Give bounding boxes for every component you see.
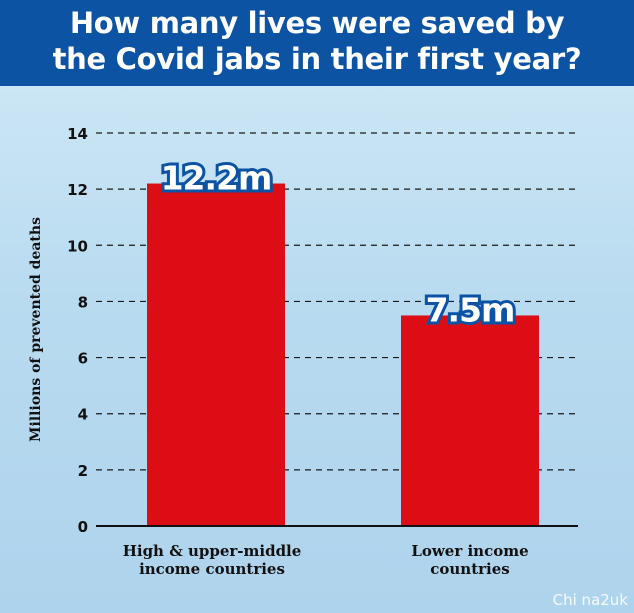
y-tick-label: 2 bbox=[78, 462, 88, 480]
bar bbox=[147, 183, 285, 526]
data-label: 7.5m bbox=[426, 290, 515, 329]
y-axis-label: Millions of prevented deaths bbox=[28, 217, 44, 442]
chart-title-line-2: the Covid jabs in their first year? bbox=[52, 42, 582, 76]
y-tick-label: 10 bbox=[67, 237, 88, 255]
y-tick-label: 8 bbox=[78, 293, 88, 311]
x-category-label: Lower income bbox=[411, 542, 528, 560]
x-category-label: income countries bbox=[139, 560, 285, 578]
y-tick-label: 14 bbox=[67, 125, 88, 143]
y-tick-label: 12 bbox=[67, 181, 88, 199]
chart-title-banner: How many lives were saved by the Covid j… bbox=[0, 0, 634, 86]
chart-title-line-1: How many lives were saved by bbox=[69, 6, 565, 40]
plot-area: 0 2 4 6 8 10 12 14 Millions of prevented deaths 1… bbox=[0, 86, 634, 613]
bar-chart: 0 2 4 6 8 10 12 14 Millions of prevented deaths 1… bbox=[28, 125, 578, 578]
x-category-label: High & upper-middle bbox=[123, 542, 302, 560]
watermark: Chi na2uk bbox=[552, 591, 628, 609]
bar bbox=[401, 315, 539, 526]
y-tick-label: 4 bbox=[78, 406, 88, 424]
data-label: 12.2m bbox=[161, 159, 272, 198]
y-tick-label: 0 bbox=[78, 518, 88, 536]
x-category-label: countries bbox=[430, 560, 509, 578]
y-tick-label: 6 bbox=[78, 350, 88, 368]
